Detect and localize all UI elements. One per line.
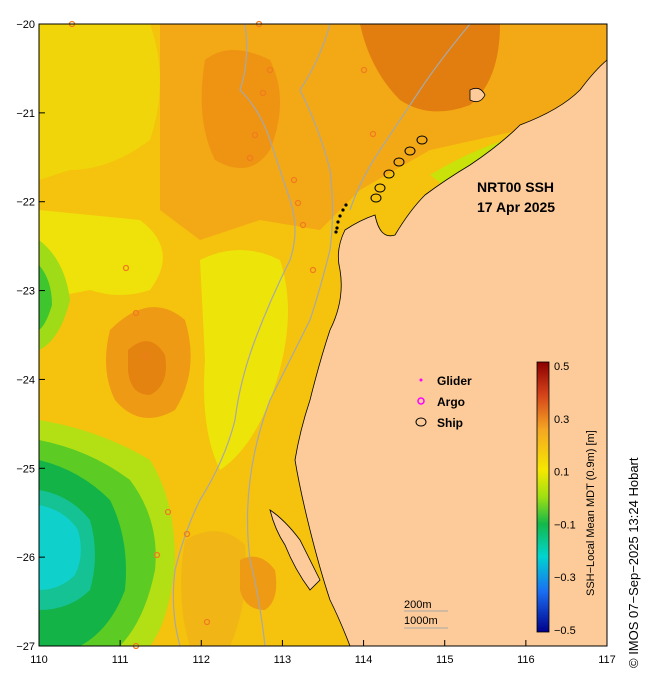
y-tick-label: −23 (16, 286, 35, 298)
x-tick-label: 114 (355, 654, 373, 666)
y-tick-label: −26 (16, 552, 35, 564)
y-tick-label: −20 (16, 19, 35, 31)
map-date: 17 Apr 2025 (477, 199, 555, 215)
colorbar-ticks: 0.5 0.3 0.1 −0.1 −0.3 −0.5 (554, 361, 576, 637)
colorbar-title: SSH−Local Mean MDT (0.9m) [m] (585, 430, 597, 596)
isobath-1000m-label: 1000m (404, 615, 438, 627)
colorbar-tick-label: 0.5 (554, 361, 569, 373)
legend-glider: Glider (437, 374, 472, 388)
y-tick-label: −25 (16, 463, 35, 475)
map-title: NRT00 SSH (477, 179, 554, 195)
legend-argo: Argo (437, 395, 465, 409)
glider-marker-icon (419, 378, 423, 382)
legend: Glider Argo Ship (415, 374, 472, 430)
colorbar-tick-label: −0.5 (554, 625, 576, 637)
x-tick-label: 111 (112, 654, 129, 666)
y-tick-label: −24 (16, 374, 35, 386)
argo-marker-icon (417, 397, 425, 405)
colorbar (536, 361, 550, 633)
isobath-200m-label: 200m (404, 599, 432, 611)
x-axis: 110 111 112 113 114 115 116 117 (30, 640, 616, 666)
colorbar-tick-label: 0.1 (554, 467, 569, 479)
glider-track (334, 203, 348, 234)
colorbar-tick-label: −0.1 (554, 519, 576, 531)
plot-frame (38, 23, 608, 647)
colorbar-tick-label: 0.3 (554, 414, 569, 426)
y-axis: −20 −21 −22 −23 −24 −25 −26 −27 (16, 19, 45, 653)
credit-text: © IMOS 07−Sep−2025 13:24 Hobart (626, 457, 641, 668)
ship-track (370, 135, 428, 203)
x-tick-label: 110 (30, 654, 48, 666)
y-tick-label: −27 (16, 641, 35, 653)
x-tick-label: 113 (274, 654, 292, 666)
y-tick-label: −22 (16, 197, 35, 209)
legend-ship: Ship (437, 416, 463, 430)
land (269, 24, 607, 646)
x-tick-label: 116 (517, 654, 535, 666)
x-tick-label: 117 (598, 654, 616, 666)
x-tick-label: 115 (436, 654, 454, 666)
colorbar-tick-label: −0.3 (554, 572, 576, 584)
ship-marker-icon (415, 417, 427, 427)
y-tick-label: −21 (16, 108, 35, 120)
isobaths (172, 24, 471, 646)
x-tick-label: 112 (193, 654, 211, 666)
